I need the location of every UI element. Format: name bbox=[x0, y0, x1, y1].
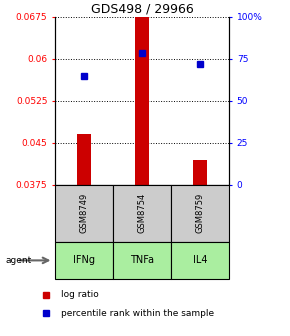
Text: percentile rank within the sample: percentile rank within the sample bbox=[61, 309, 215, 318]
Text: log ratio: log ratio bbox=[61, 290, 99, 299]
Bar bbox=[77, 134, 91, 185]
Text: TNFa: TNFa bbox=[130, 255, 154, 265]
Text: GSM8749: GSM8749 bbox=[79, 193, 89, 234]
Bar bbox=[55, 242, 113, 279]
Bar bbox=[113, 185, 171, 242]
Bar bbox=[55, 185, 113, 242]
Bar bbox=[193, 160, 207, 185]
Bar bbox=[171, 242, 229, 279]
Title: GDS498 / 29966: GDS498 / 29966 bbox=[91, 3, 193, 16]
Text: agent: agent bbox=[6, 256, 32, 265]
Bar bbox=[135, 17, 149, 185]
Text: IL4: IL4 bbox=[193, 255, 207, 265]
Text: IFNg: IFNg bbox=[73, 255, 95, 265]
Text: GSM8759: GSM8759 bbox=[195, 193, 205, 234]
Text: GSM8754: GSM8754 bbox=[137, 193, 147, 234]
Bar bbox=[113, 242, 171, 279]
Bar bbox=[171, 185, 229, 242]
